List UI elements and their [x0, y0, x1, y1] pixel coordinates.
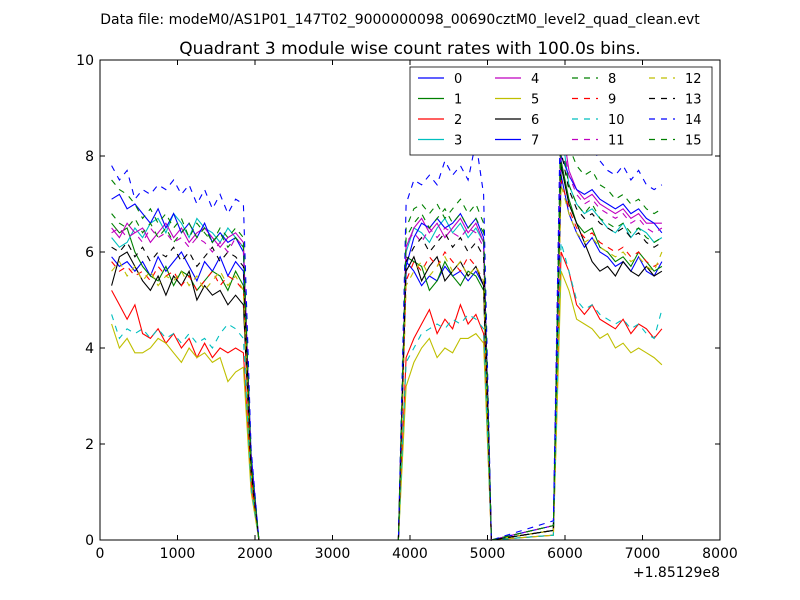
legend-label-6: 6: [531, 113, 539, 128]
y-tick-label: 4: [85, 341, 94, 357]
legend-label-0: 0: [454, 72, 462, 87]
series-line-4: [111, 117, 662, 541]
legend-label-2: 2: [454, 113, 462, 128]
series-line-13: [111, 151, 663, 541]
legend-label-13: 13: [685, 93, 702, 108]
x-tick-label: 2000: [237, 546, 273, 562]
x-tick-label: 6000: [547, 546, 583, 562]
x-tick-label: 4000: [392, 546, 428, 562]
legend-label-12: 12: [685, 72, 702, 87]
x-tick-label: 3000: [315, 546, 351, 562]
x-tick-label: 8000: [702, 546, 738, 562]
series-line-15: [111, 141, 663, 541]
series-line-3: [111, 127, 663, 541]
x-tick-label: 0: [96, 546, 105, 562]
y-tick-label: 0: [85, 533, 94, 549]
legend-label-14: 14: [685, 113, 702, 128]
series-line-12: [111, 184, 663, 541]
series-line-14: [111, 74, 663, 541]
y-tick-label: 6: [85, 245, 94, 261]
series-line-7: [111, 155, 663, 541]
legend-label-11: 11: [608, 134, 625, 149]
y-tick-label: 10: [76, 53, 94, 69]
plot-lines: [111, 74, 663, 541]
x-tick-label: 5000: [470, 546, 506, 562]
legend-label-5: 5: [531, 93, 539, 108]
x-tick-label: 7000: [625, 546, 661, 562]
series-line-2: [111, 251, 663, 541]
y-tick-label: 8: [85, 149, 94, 165]
legend-label-9: 9: [608, 93, 616, 108]
figure-suptitle: Data file: modeM0/AS1P01_147T02_90000000…: [100, 12, 700, 28]
legend-label-1: 1: [454, 93, 462, 108]
legend-label-4: 4: [531, 72, 539, 87]
legend-label-3: 3: [454, 134, 462, 149]
series-line-6: [111, 165, 663, 541]
series-line-5: [111, 270, 663, 541]
legend-label-7: 7: [531, 134, 539, 149]
series-line-0: [111, 175, 663, 541]
legend-label-8: 8: [608, 72, 616, 87]
legend-label-10: 10: [608, 113, 625, 128]
series-line-9: [111, 179, 663, 541]
series-line-11: [111, 136, 663, 541]
chart-title: Quadrant 3 module wise count rates with …: [179, 39, 640, 59]
x-offset-label: +1.85129e8: [633, 565, 720, 581]
y-tick-label: 2: [85, 437, 94, 453]
x-tick-label: 1000: [160, 546, 196, 562]
legend-box: [409, 66, 713, 156]
series-line-10: [111, 242, 663, 541]
series-line-8: [111, 103, 663, 541]
series-line-1: [111, 160, 663, 541]
legend-label-15: 15: [685, 134, 702, 149]
